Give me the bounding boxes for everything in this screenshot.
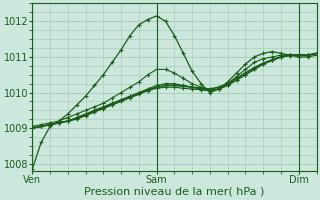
X-axis label: Pression niveau de la mer( hPa ): Pression niveau de la mer( hPa ) (84, 187, 265, 197)
